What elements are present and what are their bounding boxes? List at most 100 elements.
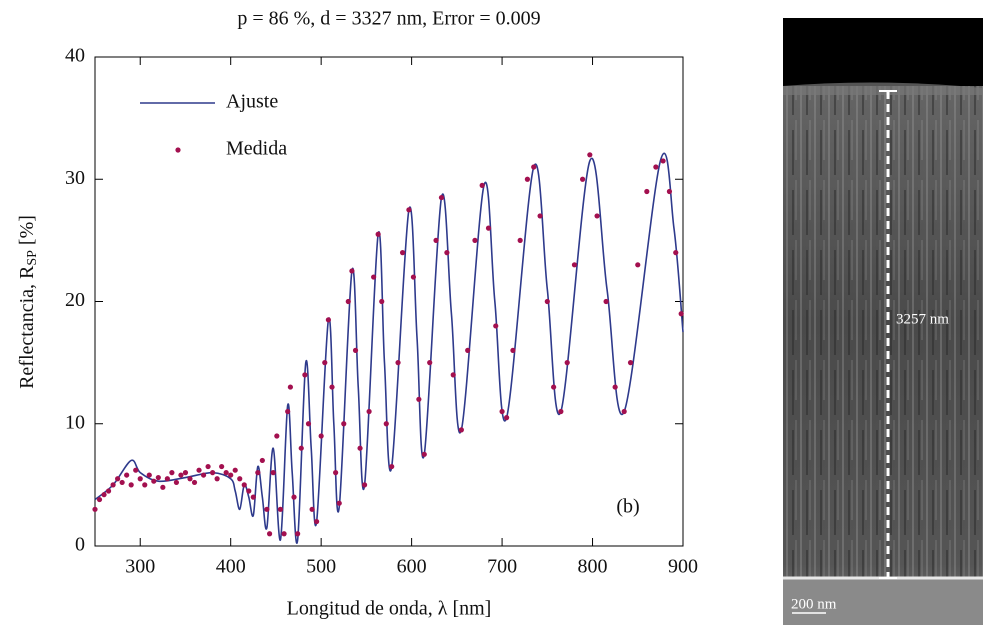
data-point — [410, 274, 417, 280]
data-point — [295, 531, 301, 537]
data-point — [318, 433, 324, 439]
data-point — [504, 415, 510, 421]
data-point — [433, 237, 439, 243]
data-point — [603, 298, 609, 305]
data-point — [544, 298, 550, 305]
data-point — [427, 360, 433, 366]
data-point — [302, 372, 308, 378]
data-point — [219, 463, 225, 470]
x-tick-label: 700 — [487, 556, 517, 578]
data-point — [291, 494, 297, 500]
data-point — [277, 506, 284, 512]
data-point — [472, 237, 478, 243]
thickness-label: 3257 nm — [896, 311, 949, 327]
data-point — [214, 476, 220, 482]
y-axis-label: Reflectancia, RSP [%] — [16, 215, 41, 389]
data-point — [345, 298, 351, 305]
data-point — [438, 194, 445, 201]
data-point — [366, 408, 372, 415]
data-point — [673, 250, 679, 256]
data-point — [564, 360, 570, 366]
data-point — [329, 384, 335, 390]
data-point — [653, 164, 659, 170]
y-tick-label: 40 — [65, 45, 85, 67]
data-point — [389, 463, 395, 470]
data-point — [105, 488, 112, 494]
x-tick-label: 900 — [668, 556, 698, 578]
data-point — [524, 176, 531, 182]
data-point — [92, 506, 98, 512]
y-tick-label: 10 — [65, 411, 85, 433]
data-point — [314, 518, 320, 525]
data-point — [579, 176, 586, 182]
data-point — [101, 492, 107, 498]
data-point — [274, 433, 280, 439]
data-point — [395, 360, 401, 366]
data-point — [406, 207, 412, 213]
data-point — [510, 347, 516, 353]
data-point — [164, 476, 170, 482]
data-point — [232, 467, 238, 473]
data-point — [200, 472, 207, 478]
data-point — [178, 472, 184, 478]
fit-line — [94, 152, 684, 544]
data-point — [357, 445, 363, 451]
data-point — [246, 488, 252, 494]
x-tick-label: 800 — [578, 556, 608, 578]
data-point — [146, 472, 152, 478]
data-point — [210, 470, 216, 476]
data-point — [383, 421, 389, 427]
data-point — [594, 213, 600, 219]
x-tick-label: 500 — [306, 556, 336, 578]
data-point — [322, 360, 328, 366]
y-tick-label: 0 — [75, 534, 85, 556]
data-point — [237, 476, 243, 482]
sem-texture — [783, 85, 983, 580]
data-point — [635, 262, 641, 268]
data-point — [173, 479, 180, 486]
data-point — [155, 474, 161, 481]
y-tick-label: 30 — [65, 167, 85, 189]
data-point — [627, 360, 634, 366]
data-point — [133, 467, 139, 473]
legend-label: Ajuste — [226, 91, 278, 113]
scale-bar-label: 200 nm — [791, 596, 837, 612]
data-point — [270, 470, 276, 476]
data-point — [361, 482, 368, 488]
data-point — [341, 421, 347, 427]
data-point — [142, 482, 148, 488]
y-axis-label-suffix: [%] — [16, 215, 38, 250]
data-point — [450, 372, 456, 378]
data-point — [137, 476, 143, 482]
data-point — [228, 472, 234, 478]
data-point — [458, 427, 464, 433]
data-point — [287, 384, 293, 390]
data-point — [531, 164, 537, 170]
x-tick-label: 600 — [397, 556, 427, 578]
data-point — [119, 479, 125, 486]
data-point — [305, 421, 312, 427]
data-point — [191, 479, 198, 486]
data-point — [537, 213, 543, 219]
data-point — [352, 347, 359, 353]
data-point — [379, 298, 385, 305]
data-point — [421, 451, 427, 457]
x-tick-label: 300 — [125, 556, 155, 578]
data-point — [250, 494, 256, 500]
data-point — [182, 470, 189, 476]
data-point — [255, 470, 261, 476]
legend: Ajuste Medida — [140, 91, 287, 160]
data-point — [493, 323, 499, 329]
legend-marker — [175, 147, 181, 153]
data-point — [264, 506, 270, 512]
data-point — [517, 237, 523, 243]
chart-title: p = 86 %, d = 3327 nm, Error = 0.009 — [237, 8, 540, 30]
data-point — [571, 262, 578, 268]
data-point — [298, 445, 304, 451]
data-point — [587, 152, 593, 158]
data-point — [285, 408, 291, 415]
y-tick-label: 20 — [65, 289, 85, 311]
sem-substrate — [783, 578, 983, 625]
data-point — [371, 274, 377, 280]
